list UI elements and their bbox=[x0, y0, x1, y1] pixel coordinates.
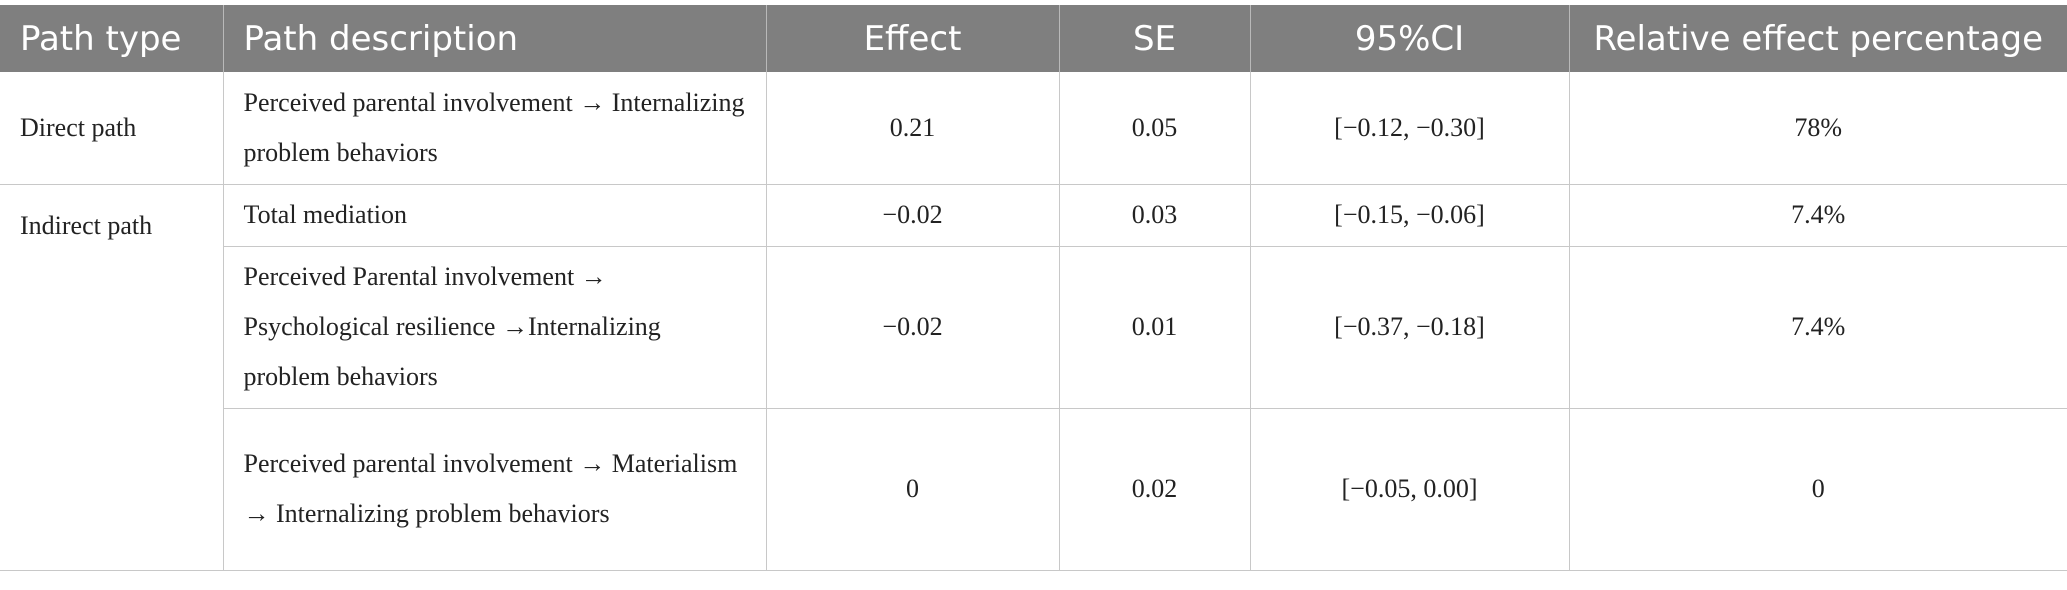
cell-relative-effect: 7.4% bbox=[1569, 246, 2067, 409]
cell-se: 0.05 bbox=[1059, 72, 1251, 185]
table-row: Perceived Parental involvement → Psychol… bbox=[0, 246, 2067, 409]
header-effect: Effect bbox=[766, 5, 1060, 72]
cell-path-description: Perceived parental involvement → Materia… bbox=[223, 408, 767, 571]
cell-se: 0.02 bbox=[1059, 408, 1251, 571]
cell-relative-effect: 0 bbox=[1569, 408, 2067, 571]
header-path-type: Path type bbox=[0, 5, 224, 72]
cell-ci: [−0.05, 0.00] bbox=[1250, 408, 1570, 571]
cell-se: 0.01 bbox=[1059, 246, 1251, 409]
table-header: Path type Path description Effect SE 95%… bbox=[0, 5, 2067, 72]
header-path-description: Path description bbox=[223, 5, 767, 72]
cell-effect: 0 bbox=[766, 408, 1060, 571]
header-se: SE bbox=[1059, 5, 1251, 72]
cell-effect: −0.02 bbox=[766, 184, 1060, 247]
cell-path-type: Direct path bbox=[0, 72, 224, 185]
header-relative-effect: Relative effect percentage bbox=[1569, 5, 2067, 72]
cell-ci: [−0.12, −0.30] bbox=[1250, 72, 1570, 185]
cell-relative-effect: 78% bbox=[1569, 72, 2067, 185]
cell-relative-effect: 7.4% bbox=[1569, 184, 2067, 247]
cell-path-description: Perceived Parental involvement → Psychol… bbox=[223, 246, 767, 409]
table-row: Indirect path Total mediation −0.02 0.03… bbox=[0, 184, 2067, 571]
cell-path-type: Indirect path bbox=[0, 184, 224, 571]
table-row: Direct path Perceived parental involveme… bbox=[0, 72, 2067, 185]
cell-path-description: Total mediation bbox=[223, 184, 767, 247]
cell-effect: −0.02 bbox=[766, 246, 1060, 409]
cell-effect: 0.21 bbox=[766, 72, 1060, 185]
cell-path-description: Perceived parental involvement → Interna… bbox=[223, 72, 767, 185]
table-row: Perceived parental involvement → Materia… bbox=[0, 408, 2067, 571]
header-row: Path type Path description Effect SE 95%… bbox=[0, 5, 2067, 72]
table-body: Direct path Perceived parental involveme… bbox=[0, 72, 2067, 571]
header-ci: 95%CI bbox=[1250, 5, 1570, 72]
cell-se: 0.03 bbox=[1059, 184, 1251, 247]
mediation-results-table: Path type Path description Effect SE 95%… bbox=[0, 5, 2067, 571]
cell-ci: [−0.37, −0.18] bbox=[1250, 246, 1570, 409]
cell-ci: [−0.15, −0.06] bbox=[1250, 184, 1570, 247]
